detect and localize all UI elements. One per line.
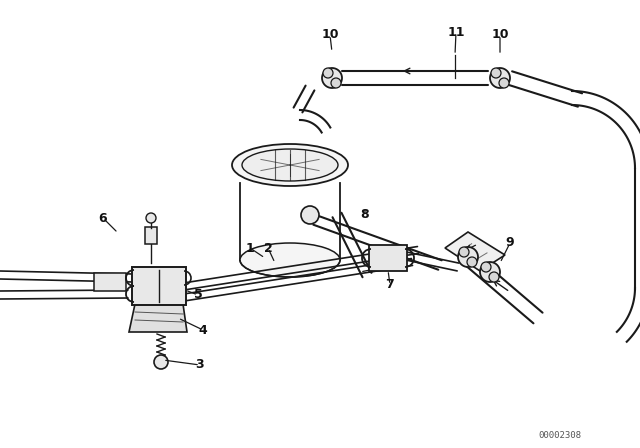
Text: 00002308: 00002308 (538, 431, 582, 439)
Circle shape (146, 213, 156, 223)
Polygon shape (445, 232, 505, 271)
Circle shape (331, 78, 341, 88)
Circle shape (467, 257, 477, 267)
FancyBboxPatch shape (145, 227, 157, 244)
Circle shape (322, 68, 342, 88)
Circle shape (459, 247, 469, 257)
Text: 4: 4 (198, 323, 207, 336)
Text: 2: 2 (264, 241, 273, 254)
FancyBboxPatch shape (132, 267, 186, 305)
Text: 3: 3 (196, 358, 204, 371)
Circle shape (499, 78, 509, 88)
Text: 7: 7 (386, 279, 394, 292)
Text: 10: 10 (492, 29, 509, 42)
FancyBboxPatch shape (369, 245, 407, 271)
Circle shape (154, 355, 168, 369)
Circle shape (489, 272, 499, 282)
Text: 5: 5 (194, 289, 202, 302)
Circle shape (301, 206, 319, 224)
Text: 9: 9 (506, 237, 515, 250)
Circle shape (491, 68, 501, 78)
Ellipse shape (232, 144, 348, 186)
Polygon shape (129, 304, 187, 332)
FancyBboxPatch shape (94, 273, 126, 291)
Ellipse shape (240, 243, 340, 277)
Circle shape (480, 262, 500, 282)
Text: 10: 10 (321, 29, 339, 42)
Ellipse shape (242, 149, 338, 181)
Text: 1: 1 (246, 241, 254, 254)
Circle shape (481, 262, 491, 272)
Circle shape (490, 68, 510, 88)
Text: 11: 11 (447, 26, 465, 39)
Text: 8: 8 (361, 208, 369, 221)
Circle shape (323, 68, 333, 78)
Circle shape (458, 247, 478, 267)
Text: 6: 6 (99, 211, 108, 224)
